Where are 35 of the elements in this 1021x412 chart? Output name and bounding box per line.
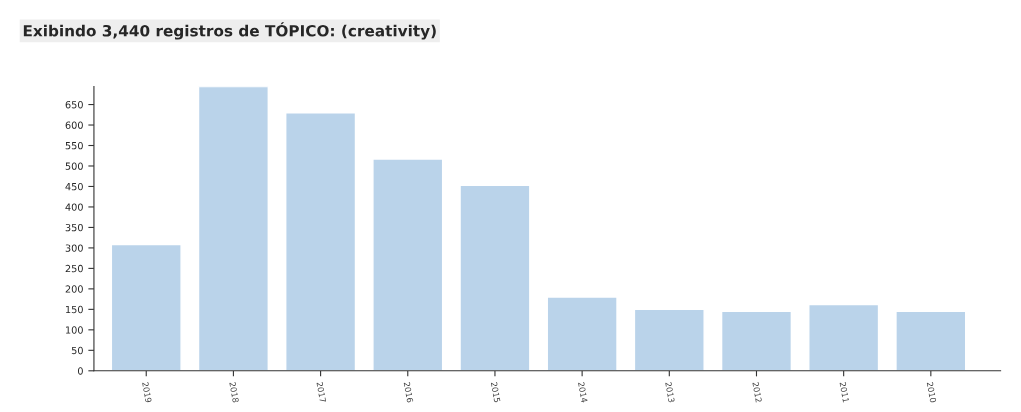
y-tick-label: 0: [77, 367, 83, 375]
y-tick-label: 450: [65, 182, 83, 191]
bar: [372, 158, 444, 371]
bar: [633, 308, 705, 371]
bar: [110, 243, 182, 371]
y-tick-label: 600: [65, 121, 83, 129]
x-tick-label: 2013: [665, 381, 675, 403]
x-tick-label: 2018: [229, 381, 239, 403]
bar: [546, 296, 618, 371]
bar: [808, 303, 880, 371]
bar: [720, 310, 793, 371]
bar: [459, 184, 531, 371]
x-tick-label: 2012: [752, 381, 763, 403]
y-tick-label: 350: [65, 223, 83, 232]
y-tick-label: 550: [65, 141, 83, 150]
x-tick-label: 2016: [403, 381, 414, 403]
y-tick-label: 650: [65, 101, 83, 109]
x-tick-label: 2010: [926, 381, 937, 403]
bar: [895, 310, 967, 371]
y-tick-label: 100: [66, 326, 83, 334]
x-tick-label: 2017: [316, 381, 327, 403]
y-tick-label: 500: [65, 162, 83, 170]
x-tick-label: 2011: [839, 381, 850, 403]
x-tick-label: 2014: [578, 381, 588, 403]
x-tick-label: 2015: [490, 381, 501, 403]
y-tick-label: 250: [65, 264, 83, 273]
x-tick-label: 2019: [142, 381, 152, 403]
y-tick-label: 150: [66, 305, 83, 314]
bar: [197, 86, 269, 371]
y-tick-label: 300: [65, 244, 83, 252]
y-tick-label: 200: [65, 285, 83, 293]
y-tick-label: 50: [71, 346, 83, 355]
chart-title: Exibindo 3,440 registros de TÓPICO: (creativity): [23, 22, 436, 40]
y-tick-label: 400: [65, 203, 83, 211]
bar: [285, 112, 357, 371]
